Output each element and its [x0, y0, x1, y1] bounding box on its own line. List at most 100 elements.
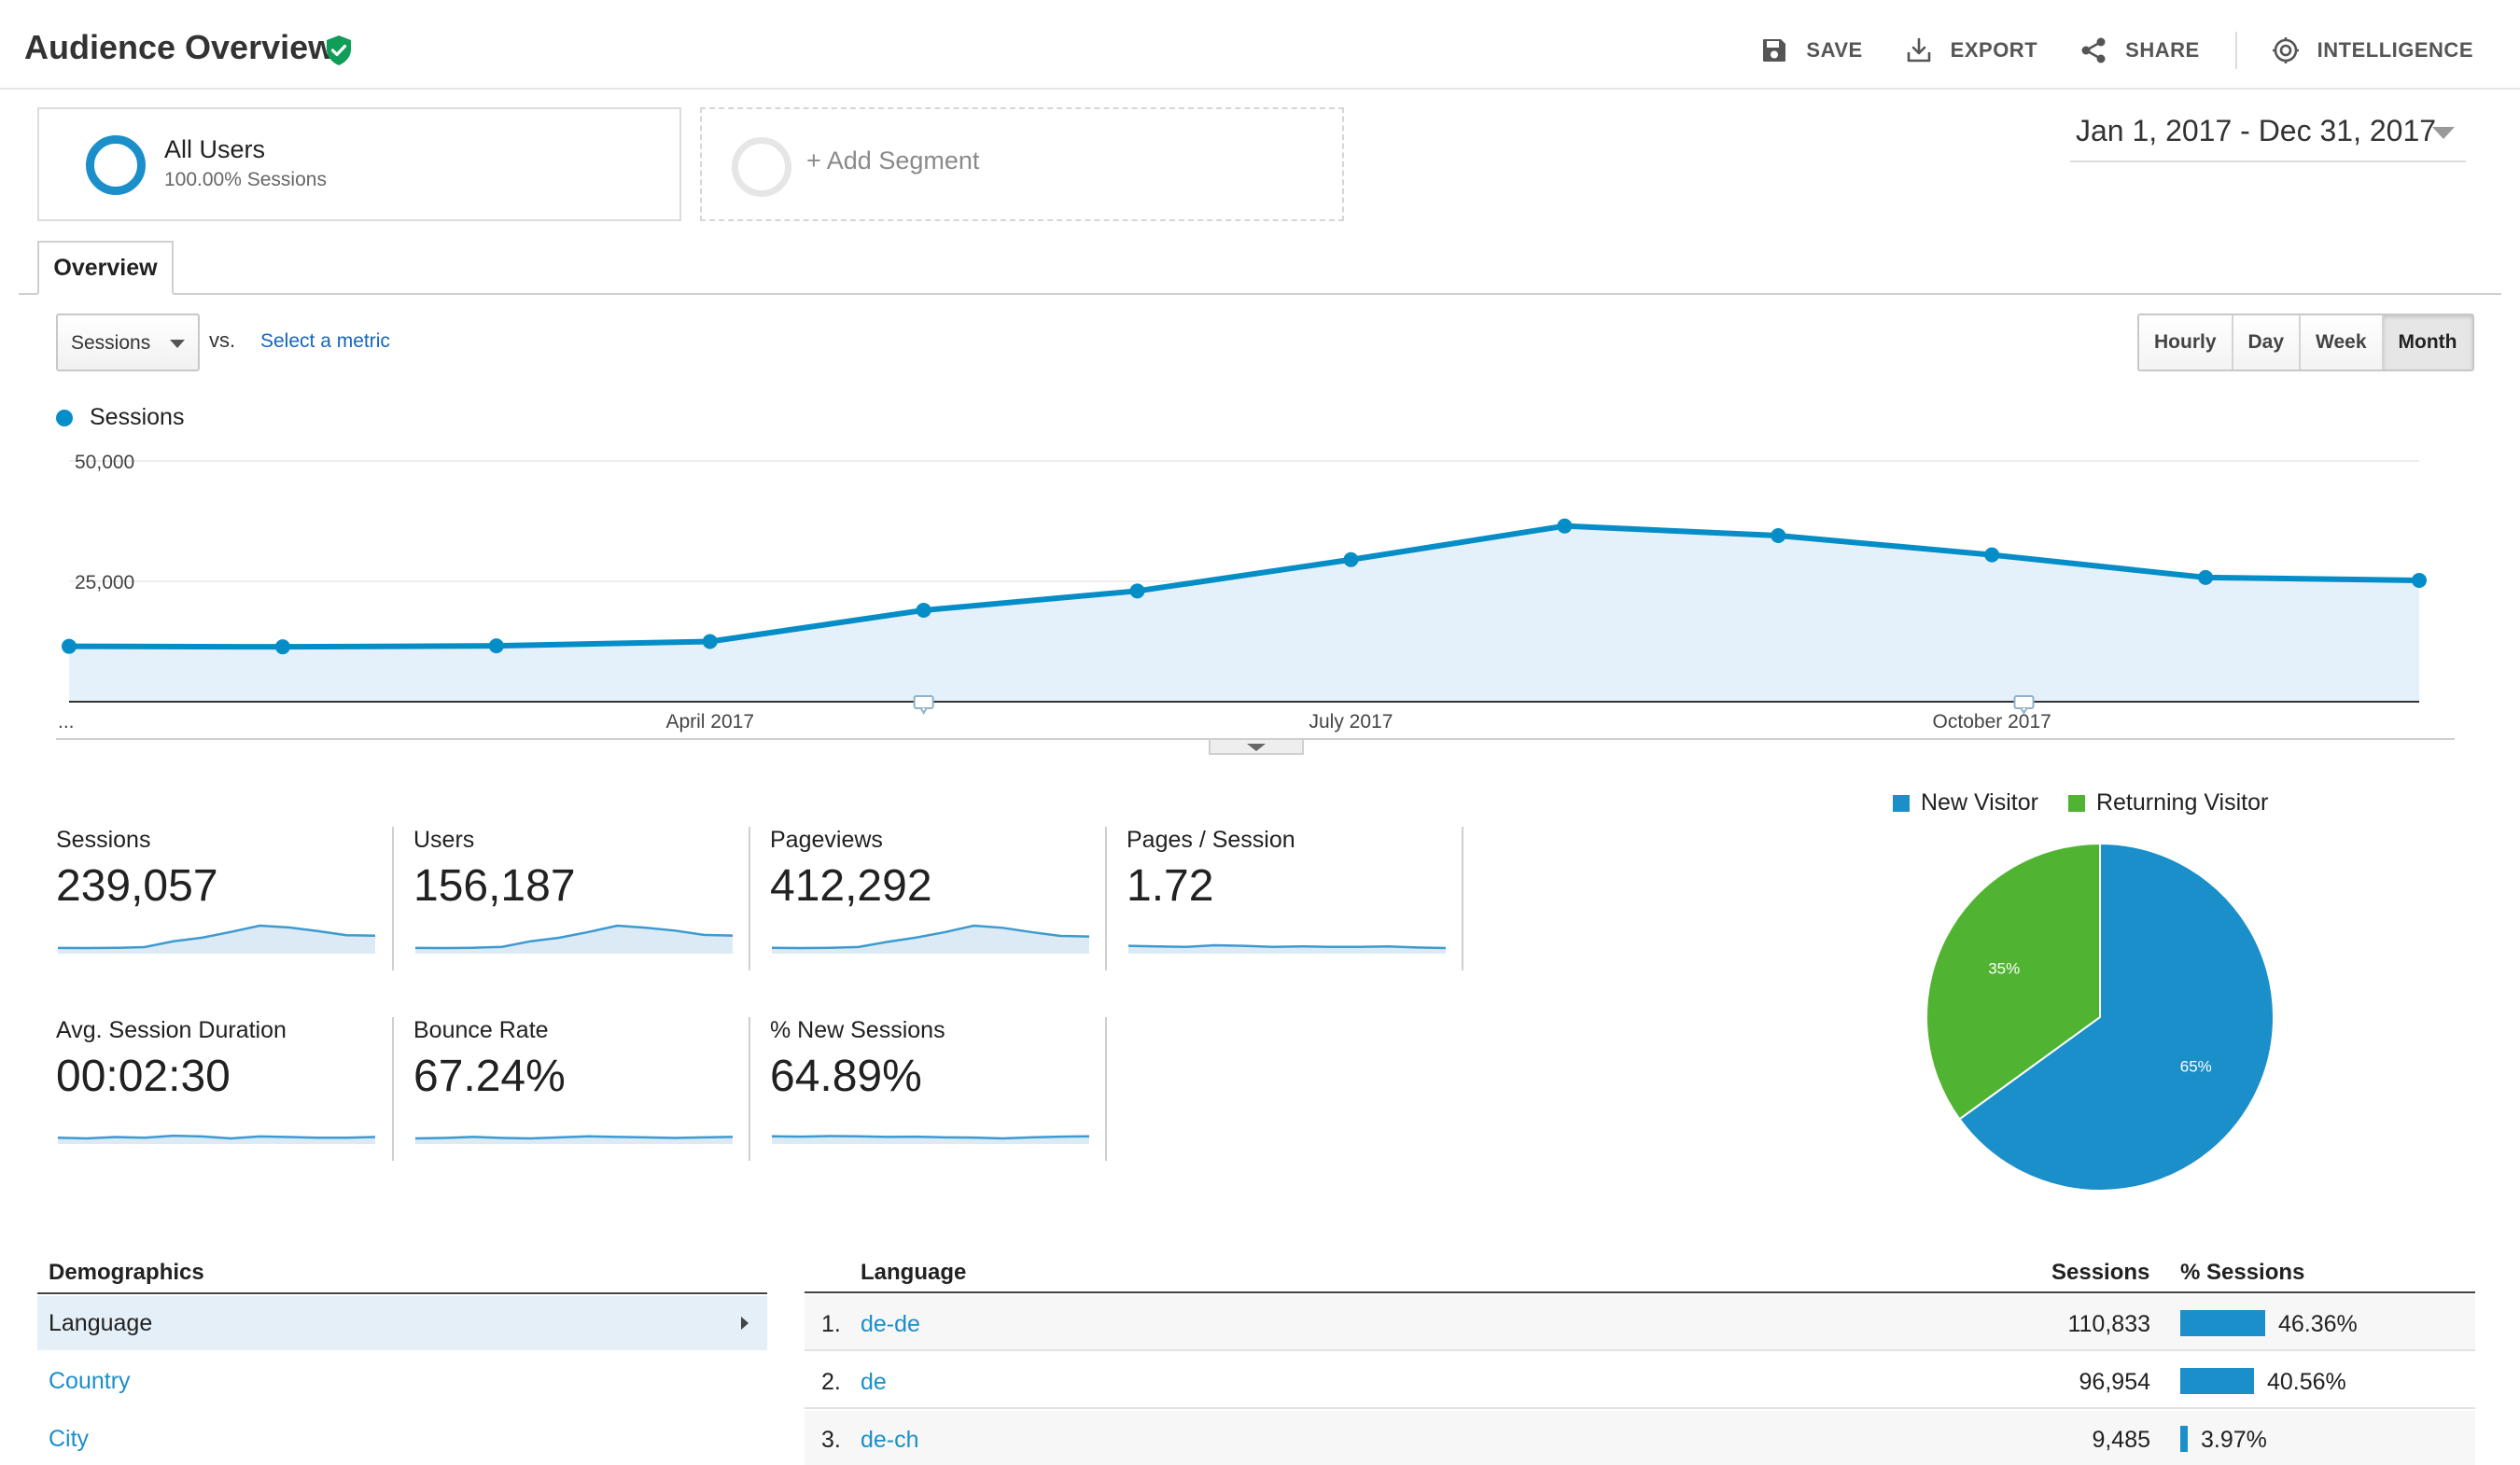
save-button[interactable]: SAVE [1759, 35, 1862, 65]
tab-overview[interactable]: Overview [37, 241, 174, 295]
metric-tile[interactable]: Users 156,187 [413, 827, 770, 982]
share-button[interactable]: SHARE [2079, 35, 2200, 65]
select-metric-link[interactable]: Select a metric [260, 330, 390, 352]
column-header-sessions[interactable]: Sessions [2051, 1260, 2150, 1285]
vs-label: vs. [209, 328, 236, 352]
granularity-day-button[interactable]: Day [2233, 315, 2302, 370]
x-tick-label: April 2017 [665, 711, 754, 732]
sparkline-line [58, 1134, 375, 1140]
sparkline-area [415, 926, 733, 954]
data-point[interactable] [1129, 583, 1145, 599]
caret-right-icon [741, 1317, 749, 1330]
sparkline-area [772, 926, 1089, 954]
data-point[interactable] [2412, 572, 2427, 588]
demographics-item-label: Language [49, 1310, 153, 1336]
segment-ring-icon [86, 135, 146, 195]
x-tick-label: July 2017 [1309, 711, 1393, 732]
tile-divider [749, 827, 750, 970]
verified-shield-icon [327, 35, 351, 65]
metric-label: Pages / Session [1127, 827, 1295, 853]
table-row: 1. de-de 110,833 46.36% [805, 1295, 2475, 1351]
sessions-share-bar [2180, 1368, 2254, 1394]
demographics-item-city[interactable]: City [37, 1412, 767, 1465]
row-language-link[interactable]: de-ch [861, 1427, 919, 1453]
x-tick-label: October 2017 [1933, 711, 2051, 732]
metric-label: Avg. Session Duration [56, 1017, 287, 1043]
demographics-item-language[interactable]: Language [37, 1296, 767, 1350]
sparkline [772, 924, 1089, 954]
granularity-week-button[interactable]: Week [2301, 315, 2384, 370]
metric-tile[interactable]: Pageviews 412,292 [770, 827, 1127, 982]
tile-divider [749, 1017, 750, 1161]
new-visitor-swatch [1893, 794, 1910, 812]
data-point[interactable] [62, 638, 77, 654]
date-range-text: Jan 1, 2017 - Dec 31, 2017 [2076, 114, 2437, 147]
data-point[interactable] [274, 639, 290, 655]
sessions-series-line [68, 523, 2420, 650]
legend-dot-icon [56, 409, 73, 426]
segment-all-users[interactable]: All Users 100.00% Sessions [37, 107, 681, 221]
save-label: SAVE [1806, 38, 1863, 62]
row-rank: 3. [821, 1427, 841, 1453]
data-point[interactable] [1343, 551, 1359, 567]
metric-value: 412,292 [770, 861, 932, 911]
data-point[interactable] [1984, 547, 2000, 563]
data-point[interactable] [1771, 527, 1786, 543]
page-header: Audience Overview SAVE EXPORT [0, 0, 2520, 90]
export-button[interactable]: EXPORT [1904, 35, 2037, 65]
y-tick-label: 25,000 [75, 572, 134, 593]
metric-tile[interactable]: % New Sessions 64.89% [770, 1017, 1127, 1172]
granularity-hourly-button[interactable]: Hourly [2139, 315, 2233, 370]
metric-tile[interactable]: Avg. Session Duration 00:02:30 [56, 1017, 413, 1172]
granularity-month-button[interactable]: Month [2383, 315, 2472, 370]
pie-slice-returning-visitor[interactable] [1925, 842, 2101, 1121]
tile-divider [1105, 1017, 1107, 1161]
metric-select[interactable]: Sessions [56, 314, 200, 371]
column-header-pct-sessions[interactable]: % Sessions [2180, 1260, 2305, 1285]
metric-value: 156,187 [413, 861, 576, 911]
pie-slice-new-visitor[interactable] [1958, 842, 2275, 1192]
sparkline-area [58, 926, 375, 954]
intelligence-button[interactable]: INTELLIGENCE [2271, 35, 2473, 65]
row-language-link[interactable]: de [861, 1369, 887, 1395]
row-sessions: 9,485 [2092, 1427, 2150, 1453]
collapse-chart-handle[interactable] [1209, 738, 1304, 755]
demographics-divider [37, 1292, 767, 1294]
table-row: 2. de 96,954 40.56% [805, 1353, 2475, 1409]
data-point[interactable] [2198, 569, 2214, 585]
export-icon [1907, 37, 1930, 63]
metric-label: Sessions [56, 827, 151, 853]
data-point[interactable] [702, 634, 718, 649]
metric-value: 67.24% [413, 1052, 566, 1101]
data-point[interactable] [1557, 518, 1573, 534]
share-label: SHARE [2125, 38, 2200, 62]
legend-series-name: Sessions [90, 404, 185, 430]
row-rank: 2. [821, 1369, 841, 1395]
data-point[interactable] [916, 602, 931, 618]
metric-value: 239,057 [56, 861, 218, 911]
column-header-language: Language [861, 1260, 967, 1285]
returning-visitor-swatch [2067, 794, 2085, 812]
date-range-picker[interactable]: Jan 1, 2017 - Dec 31, 2017 [2070, 110, 2466, 162]
metric-tile[interactable]: Sessions 239,057 [56, 827, 413, 982]
metric-tile[interactable]: Pages / Session 1.72 [1127, 827, 1483, 982]
tile-divider [392, 827, 394, 970]
segment-empty-ring-icon [732, 137, 791, 197]
table-row: 3. de-ch 9,485 3.97% [805, 1411, 2475, 1465]
header-actions: SAVE EXPORT SHARE [1718, 32, 2473, 69]
annotation-icon[interactable] [2013, 695, 2035, 715]
export-label: EXPORT [1950, 38, 2038, 62]
share-icon [2081, 37, 2106, 63]
data-point[interactable] [488, 638, 504, 654]
sessions-share-bar [2180, 1426, 2188, 1452]
demographics-item-country[interactable]: Country [37, 1354, 767, 1408]
x-tick-label: ... [58, 711, 75, 732]
sparkline [415, 924, 733, 954]
row-language-link[interactable]: de-de [861, 1311, 920, 1337]
pie-legend: New Visitor Returning Visitor [1893, 789, 2298, 816]
caret-down-icon [170, 340, 185, 348]
annotation-icon[interactable] [913, 695, 934, 715]
add-segment-button[interactable]: + Add Segment [700, 107, 1344, 221]
row-pct-sessions: 40.56% [2267, 1369, 2346, 1395]
metric-tile[interactable]: Bounce Rate 67.24% [413, 1017, 770, 1172]
